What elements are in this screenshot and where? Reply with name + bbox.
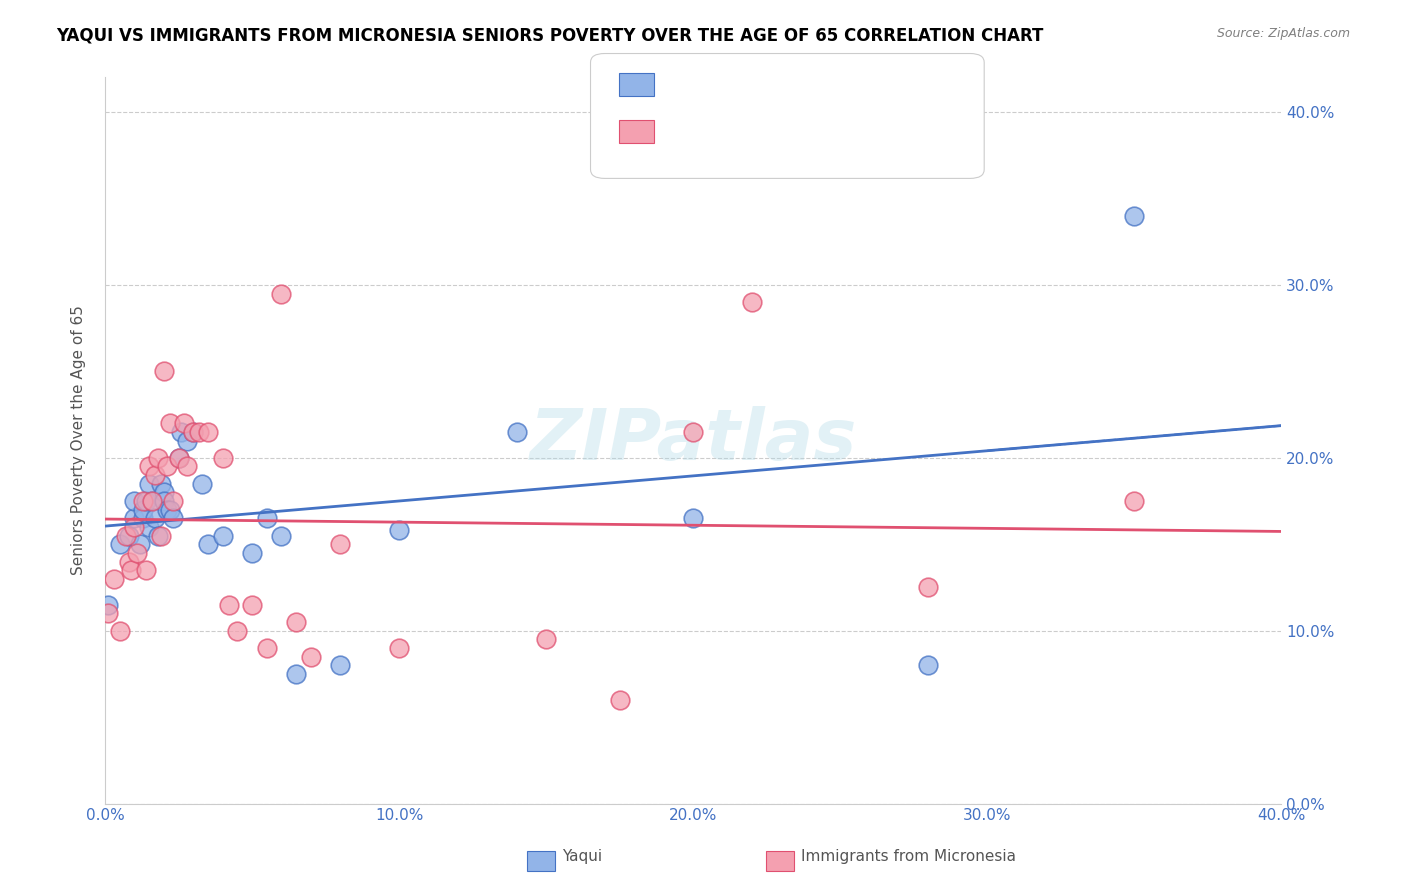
- Point: [138, 476, 160, 491]
- Text: N =: N =: [770, 71, 807, 89]
- Point: [176, 459, 198, 474]
- Point: [682, 511, 704, 525]
- Point: [138, 520, 160, 534]
- Point: [173, 416, 195, 430]
- Point: [197, 425, 219, 439]
- Point: [329, 658, 352, 673]
- Point: [211, 528, 233, 542]
- Point: [917, 658, 939, 673]
- Point: [270, 528, 292, 542]
- Text: Yaqui: Yaqui: [562, 849, 603, 863]
- Point: [176, 434, 198, 448]
- Point: [120, 563, 142, 577]
- Text: YAQUI VS IMMIGRANTS FROM MICRONESIA SENIORS POVERTY OVER THE AGE OF 65 CORRELATI: YAQUI VS IMMIGRANTS FROM MICRONESIA SENI…: [56, 27, 1043, 45]
- Point: [256, 511, 278, 525]
- Point: [240, 546, 263, 560]
- Point: [388, 640, 411, 655]
- Point: [149, 528, 172, 542]
- Point: [917, 581, 939, 595]
- Point: [117, 555, 139, 569]
- Point: [97, 598, 120, 612]
- Point: [388, 524, 411, 538]
- Point: [156, 502, 179, 516]
- Point: [143, 468, 166, 483]
- Point: [124, 494, 146, 508]
- Point: [153, 494, 176, 508]
- Point: [162, 494, 184, 508]
- Point: [159, 502, 181, 516]
- Point: [141, 494, 163, 508]
- Point: [159, 416, 181, 430]
- Point: [609, 693, 631, 707]
- Text: 0.058: 0.058: [700, 71, 752, 89]
- Point: [156, 459, 179, 474]
- Point: [103, 572, 125, 586]
- Point: [127, 546, 149, 560]
- Text: R =: R =: [664, 118, 700, 136]
- Point: [124, 511, 146, 525]
- Point: [153, 364, 176, 378]
- Point: [129, 537, 152, 551]
- Point: [285, 667, 308, 681]
- Point: [218, 598, 240, 612]
- Point: [270, 286, 292, 301]
- Text: 0.109: 0.109: [700, 118, 752, 136]
- Point: [170, 425, 193, 439]
- Point: [135, 494, 157, 508]
- Point: [534, 632, 557, 647]
- Point: [162, 511, 184, 525]
- Point: [188, 425, 211, 439]
- Point: [197, 537, 219, 551]
- Point: [143, 511, 166, 525]
- Point: [506, 425, 529, 439]
- Point: [191, 476, 214, 491]
- Y-axis label: Seniors Poverty Over the Age of 65: Seniors Poverty Over the Age of 65: [72, 306, 86, 575]
- Point: [181, 425, 204, 439]
- Point: [1123, 209, 1146, 223]
- Text: Immigrants from Micronesia: Immigrants from Micronesia: [801, 849, 1017, 863]
- Point: [299, 649, 322, 664]
- Point: [114, 528, 136, 542]
- Point: [138, 459, 160, 474]
- Point: [1123, 494, 1146, 508]
- Point: [141, 494, 163, 508]
- Point: [226, 624, 249, 638]
- Text: ZIPatlas: ZIPatlas: [530, 406, 856, 475]
- Point: [117, 528, 139, 542]
- Point: [240, 598, 263, 612]
- Point: [132, 502, 155, 516]
- Point: [211, 450, 233, 465]
- Point: [329, 537, 352, 551]
- Point: [181, 425, 204, 439]
- Point: [153, 485, 176, 500]
- Point: [108, 624, 131, 638]
- Point: [146, 528, 169, 542]
- Point: [167, 450, 190, 465]
- Text: 37: 37: [806, 71, 830, 89]
- Point: [108, 537, 131, 551]
- Point: [682, 425, 704, 439]
- Point: [256, 640, 278, 655]
- Point: [132, 511, 155, 525]
- Text: N =: N =: [770, 118, 807, 136]
- Text: R =: R =: [664, 71, 700, 89]
- Point: [97, 607, 120, 621]
- Point: [135, 563, 157, 577]
- Point: [285, 615, 308, 629]
- Point: [149, 476, 172, 491]
- Point: [132, 494, 155, 508]
- Text: 41: 41: [806, 118, 828, 136]
- Point: [124, 520, 146, 534]
- Point: [146, 450, 169, 465]
- Text: Source: ZipAtlas.com: Source: ZipAtlas.com: [1216, 27, 1350, 40]
- Point: [167, 450, 190, 465]
- Point: [741, 295, 763, 310]
